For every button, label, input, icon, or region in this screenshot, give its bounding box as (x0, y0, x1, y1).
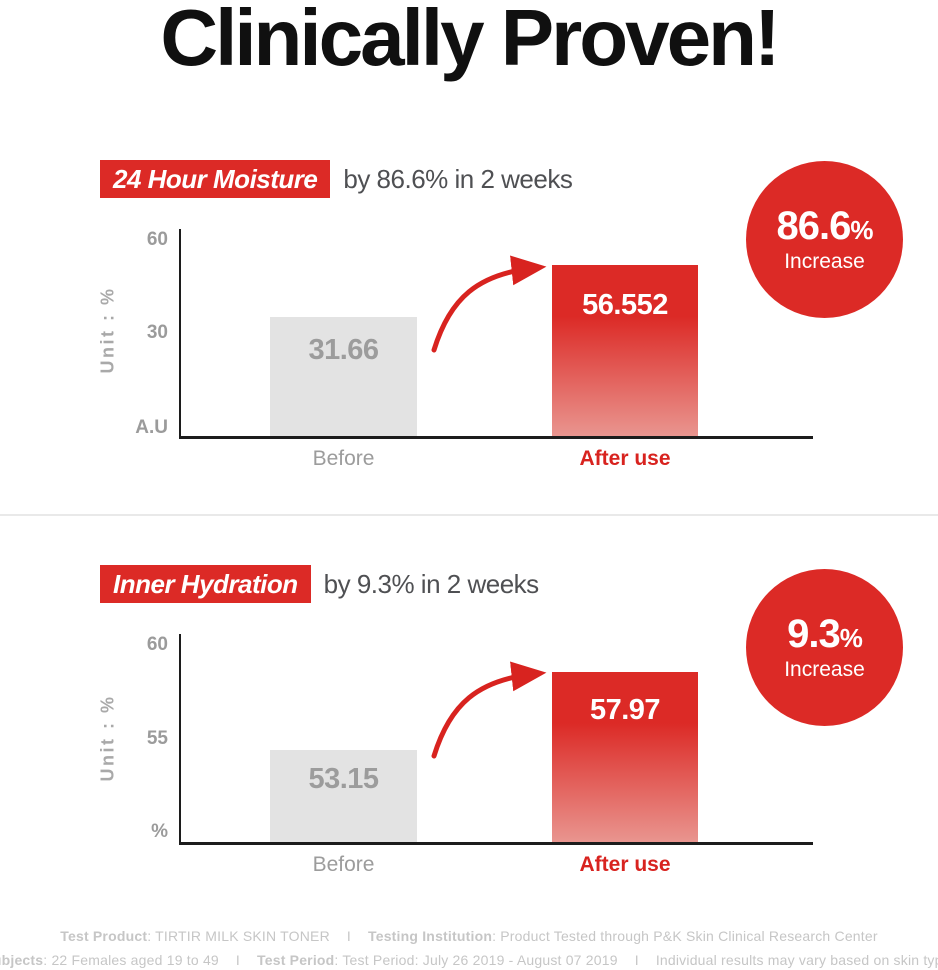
bar-after: 57.97 (552, 672, 698, 842)
test-period-label: Test Period (257, 952, 335, 968)
footer-separator: I (346, 928, 351, 944)
testing-institution-value: : Product Tested through P&K Skin Clinic… (492, 928, 878, 944)
y-tick-60: 60 (146, 634, 168, 655)
category-label-before: Before (312, 853, 375, 876)
testing-institution-label: Testing Institution (367, 928, 493, 944)
category-label-before: Before (312, 447, 375, 470)
y-axis-line (179, 634, 181, 845)
footer-disclaimer: Individual results may vary based on ski… (655, 952, 938, 968)
section-divider (0, 514, 938, 516)
y-axis-line (179, 229, 181, 439)
subjects-value: : 22 Females aged 19 to 49 (43, 952, 219, 968)
y-tick-60: 60 (146, 229, 168, 250)
percent-sign: % (850, 214, 873, 245)
section-badge: 24 Hour Moisture (100, 160, 331, 198)
increase-arrow-icon (431, 661, 547, 759)
category-label-after: After use (579, 853, 671, 876)
y-tick-origin: A.U (135, 417, 168, 438)
bar-after: 56.552 (552, 265, 698, 436)
increase-badge: 9.3% Increase (746, 569, 903, 726)
footer-line-2: Subjects: 22 Females aged 19 to 49 I Test … (0, 952, 938, 968)
x-axis-line (179, 436, 813, 439)
y-tick-origin: % (151, 821, 168, 842)
bar-before-value: 31.66 (308, 334, 379, 366)
section-header: 24 Hour Moisture by 86.6% in 2 weeks (100, 160, 573, 198)
test-product-value: : TIRTIR MILK SKIN TONER (147, 928, 330, 944)
increase-label: Increase (784, 657, 865, 681)
increase-badge: 86.6% Increase (746, 161, 903, 318)
y-tick-30: 30 (146, 322, 168, 343)
test-product-label: Test Product (60, 928, 148, 944)
page-title: Clinically Proven! (160, 0, 780, 82)
bar-after-value: 57.97 (589, 694, 661, 726)
bar-before: 31.66 (270, 317, 417, 436)
bar-after-value: 56.552 (582, 289, 668, 321)
footer-separator: I (235, 952, 241, 968)
section-subtitle: by 9.3% in 2 weeks (323, 568, 540, 599)
x-axis-line (179, 842, 813, 845)
bar-before: 53.15 (270, 750, 417, 842)
increase-label: Increase (784, 249, 865, 273)
section-subtitle: by 86.6% in 2 weeks (343, 163, 573, 194)
test-period-value: : Test Period: July 26 2019 - August 07 … (334, 952, 618, 968)
footer-line-1: Test Product: TIRTIR MILK SKIN TONER I Tes… (60, 928, 877, 944)
footer-separator: I (634, 952, 639, 968)
section-badge: Inner Hydration (100, 565, 311, 603)
increase-arrow-icon (431, 255, 547, 353)
section-header: Inner Hydration by 9.3% in 2 weeks (100, 565, 539, 603)
increase-value: 9.3% (787, 611, 863, 656)
bar-before-value: 53.15 (308, 763, 379, 795)
subjects-label: Subjects (0, 952, 44, 968)
category-label-after: After use (579, 447, 671, 470)
increase-value: 86.6% (776, 203, 874, 248)
percent-sign: % (839, 622, 863, 653)
y-tick-55: 55 (146, 728, 168, 749)
